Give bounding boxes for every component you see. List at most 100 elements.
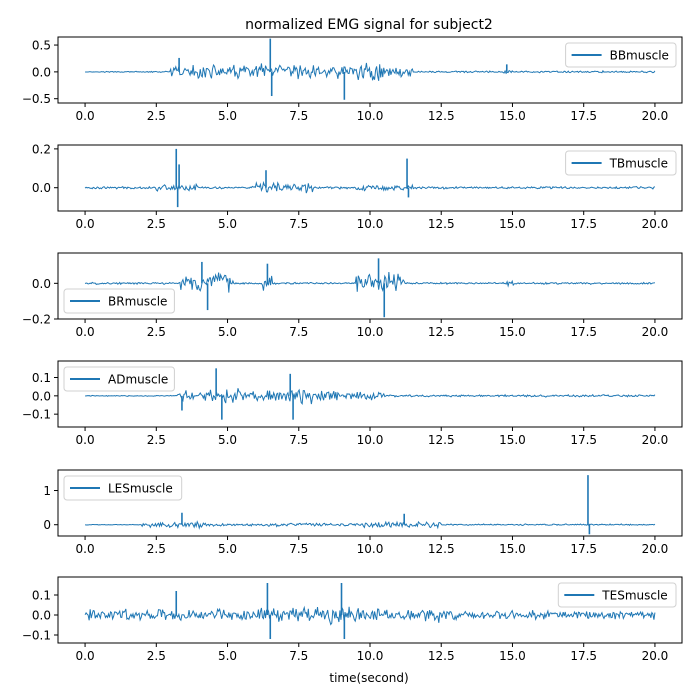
legend-label: ADmuscle xyxy=(108,373,168,387)
x-tick-label: 10.0 xyxy=(357,542,384,556)
x-tick-label: 20.0 xyxy=(642,217,669,231)
x-tick-label: 15.0 xyxy=(499,217,526,231)
x-tick-label: 0.0 xyxy=(76,325,95,339)
x-tick-label: 20.0 xyxy=(642,433,669,447)
subplot-TBmuscle: 0.0 2.5 5.0 7.5 10.0 12.5 15.0 17.5 20.0 0.0 0.2 TB… xyxy=(32,142,683,231)
y-tick-label: 0.0 xyxy=(32,389,51,403)
figure-title: normalized EMG signal for subject2 xyxy=(245,17,493,33)
y-tick-label: 0.0 xyxy=(32,181,51,195)
x-tick-label: 0.0 xyxy=(76,542,95,556)
x-tick-label: 7.5 xyxy=(289,433,308,447)
legend: BRmuscle xyxy=(63,288,175,314)
x-tick-label: 15.0 xyxy=(499,542,526,556)
x-tick-label: 5.0 xyxy=(218,325,237,339)
x-tick-label: 20.0 xyxy=(642,649,669,663)
legend-box xyxy=(63,366,175,392)
legend-box xyxy=(557,582,677,608)
x-tick-label: 20.0 xyxy=(642,325,669,339)
signal-line-ADmuscle xyxy=(85,388,656,405)
x-tick-label: 17.5 xyxy=(570,109,597,123)
x-tick-label: 0.0 xyxy=(76,217,95,231)
y-tick-label: 0.0 xyxy=(32,277,51,291)
x-tick-label: 7.5 xyxy=(289,217,308,231)
x-tick-label: 5.0 xyxy=(218,217,237,231)
x-tick-label: 20.0 xyxy=(642,542,669,556)
x-tick-label: 2.5 xyxy=(147,433,166,447)
subplot-BBmuscle: 0.0 2.5 5.0 7.5 10.0 12.5 15.0 17.5 20.0 −0.5 0.0 0… xyxy=(22,36,683,123)
signal-line-LESmuscle xyxy=(84,520,656,530)
legend: TESmuscle xyxy=(557,582,677,608)
x-tick-label: 2.5 xyxy=(147,542,166,556)
y-tick-label: 1 xyxy=(43,484,51,498)
x-tick-label: 17.5 xyxy=(570,542,597,556)
x-tick-label: 10.0 xyxy=(357,109,384,123)
x-tick-label: 12.5 xyxy=(428,542,455,556)
signal-line-TESmuscle xyxy=(84,605,656,626)
x-tick-label: 15.0 xyxy=(499,649,526,663)
x-tick-label: 17.5 xyxy=(570,649,597,663)
x-tick-label: 0.0 xyxy=(76,649,95,663)
legend-label: TBmuscle xyxy=(609,157,668,171)
x-axis-label: time(second) xyxy=(329,671,408,685)
x-tick-label: 0.0 xyxy=(76,433,95,447)
y-tick-label: 0.0 xyxy=(32,65,51,79)
legend-label: TESmuscle xyxy=(601,589,667,603)
x-tick-label: 7.5 xyxy=(289,325,308,339)
legend-label: BBmuscle xyxy=(610,49,669,63)
legend: BBmuscle xyxy=(565,42,677,68)
y-tick-label: 0.2 xyxy=(32,142,51,156)
x-tick-label: 7.5 xyxy=(289,649,308,663)
x-tick-label: 10.0 xyxy=(357,325,384,339)
y-tick-label: −0.1 xyxy=(22,408,51,422)
y-tick-label: 0.0 xyxy=(32,609,51,623)
x-tick-label: 15.0 xyxy=(499,325,526,339)
x-tick-label: 5.0 xyxy=(218,109,237,123)
signal-line-BRmuscle xyxy=(84,271,655,293)
signal-line-TBmuscle xyxy=(84,180,656,194)
subplot-LESmuscle: 0.0 2.5 5.0 7.5 10.0 12.5 15.0 17.5 20.0 0 1 LESmus… xyxy=(43,469,683,556)
x-tick-label: 12.5 xyxy=(428,433,455,447)
legend-box xyxy=(565,150,677,176)
subplot-ADmuscle: 0.0 2.5 5.0 7.5 10.0 12.5 15.0 17.5 20.0 −0.1 0.0 0… xyxy=(22,360,683,447)
x-tick-label: 2.5 xyxy=(147,649,166,663)
x-tick-label: 12.5 xyxy=(428,325,455,339)
x-tick-label: 10.0 xyxy=(357,217,384,231)
subplot-BRmuscle: 0.0 2.5 5.0 7.5 10.0 12.5 15.0 17.5 20.0 −0.2 0.0 B… xyxy=(22,252,683,339)
legend: LESmuscle xyxy=(63,475,183,501)
legend: ADmuscle xyxy=(63,366,175,392)
x-tick-label: 2.5 xyxy=(147,217,166,231)
x-tick-label: 5.0 xyxy=(218,433,237,447)
y-tick-label: −0.2 xyxy=(22,313,51,327)
x-tick-label: 17.5 xyxy=(570,217,597,231)
legend-box xyxy=(63,475,183,501)
x-tick-label: 2.5 xyxy=(147,109,166,123)
x-tick-label: 10.0 xyxy=(357,433,384,447)
legend-box xyxy=(565,42,677,68)
y-tick-label: −0.1 xyxy=(22,629,51,643)
y-tick-label: 0.1 xyxy=(32,589,51,603)
x-tick-label: 0.0 xyxy=(76,109,95,123)
x-tick-label: 10.0 xyxy=(357,649,384,663)
x-tick-label: 5.0 xyxy=(218,542,237,556)
x-tick-label: 2.5 xyxy=(147,325,166,339)
y-tick-label: 0 xyxy=(43,518,51,532)
x-tick-label: 20.0 xyxy=(642,109,669,123)
legend-label: BRmuscle xyxy=(108,295,167,309)
x-tick-label: 17.5 xyxy=(570,325,597,339)
y-tick-label: 0.5 xyxy=(32,39,51,53)
signal-line-BBmuscle xyxy=(85,62,656,81)
x-tick-label: 15.0 xyxy=(499,433,526,447)
legend-box xyxy=(63,288,175,314)
x-tick-label: 5.0 xyxy=(218,649,237,663)
x-tick-label: 15.0 xyxy=(499,109,526,123)
x-tick-label: 12.5 xyxy=(428,649,455,663)
subplot-TESmuscle: 0.0 2.5 5.0 7.5 10.0 12.5 15.0 17.5 20.0 −0.1 0.0 0… xyxy=(22,576,683,663)
x-tick-label: 7.5 xyxy=(289,542,308,556)
x-tick-label: 12.5 xyxy=(428,109,455,123)
legend-label: LESmuscle xyxy=(108,482,173,496)
y-tick-label: 0.1 xyxy=(32,371,51,385)
x-tick-label: 17.5 xyxy=(570,433,597,447)
legend: TBmuscle xyxy=(565,150,677,176)
x-tick-label: 7.5 xyxy=(289,109,308,123)
